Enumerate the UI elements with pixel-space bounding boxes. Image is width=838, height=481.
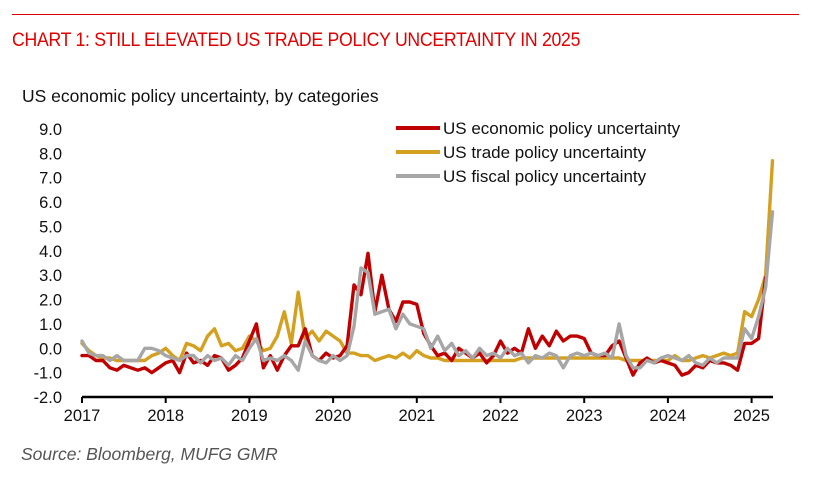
y-tick-label: -1.0 [34, 365, 62, 383]
legend-label: US trade policy uncertainty [443, 143, 647, 162]
x-tick-label: 2022 [482, 407, 519, 425]
y-tick-label: -2.0 [34, 389, 62, 407]
top-rule [12, 14, 799, 15]
y-tick-label: 7.0 [39, 170, 62, 188]
y-tick-label: 1.0 [39, 316, 62, 334]
y-tick-label: 6.0 [39, 194, 62, 212]
y-tick-label: 8.0 [39, 145, 62, 163]
chart-subtitle: US economic policy uncertainty, by categ… [22, 86, 379, 106]
legend-label: US economic policy uncertainty [443, 119, 681, 138]
y-tick-label: 5.0 [39, 218, 62, 236]
chart-title: CHART 1: STILL ELEVATED US TRADE POLICY … [12, 30, 581, 51]
series-line-us-fiscal-policy-uncertainty [80, 210, 775, 372]
x-tick-label: 2018 [147, 407, 184, 425]
x-tick-label: 2023 [566, 407, 603, 425]
series-line-us-trade-policy-uncertainty [80, 158, 775, 363]
legend: US economic policy uncertainty US trade p… [396, 119, 681, 186]
y-tick-label: 0.0 [39, 340, 62, 358]
x-tick-label: 2017 [64, 407, 101, 425]
series-lines [80, 158, 775, 377]
x-tick-label: 2021 [398, 407, 435, 425]
y-tick-label: 9.0 [39, 121, 62, 139]
y-tick-label: 3.0 [39, 267, 62, 285]
y-axis-ticks: 9.0 8.0 7.0 6.0 5.0 4.0 3.0 2.0 1.0 0.0 -1.0 -2.0 [34, 121, 62, 407]
y-tick-label: 2.0 [39, 292, 62, 310]
source-note: Source: Bloomberg, MUFG GMR [21, 444, 278, 464]
legend-label: US fiscal policy uncertainty [443, 167, 647, 186]
x-tick-label: 2024 [650, 407, 687, 425]
x-tick-label: 2019 [231, 407, 268, 425]
x-tick-label: 2020 [315, 407, 352, 425]
x-axis: 2017 2018 2019 2020 2021 2022 2023 2024 2025 [64, 395, 773, 425]
x-tick-label: 2025 [733, 407, 770, 425]
y-tick-label: 4.0 [39, 243, 62, 261]
